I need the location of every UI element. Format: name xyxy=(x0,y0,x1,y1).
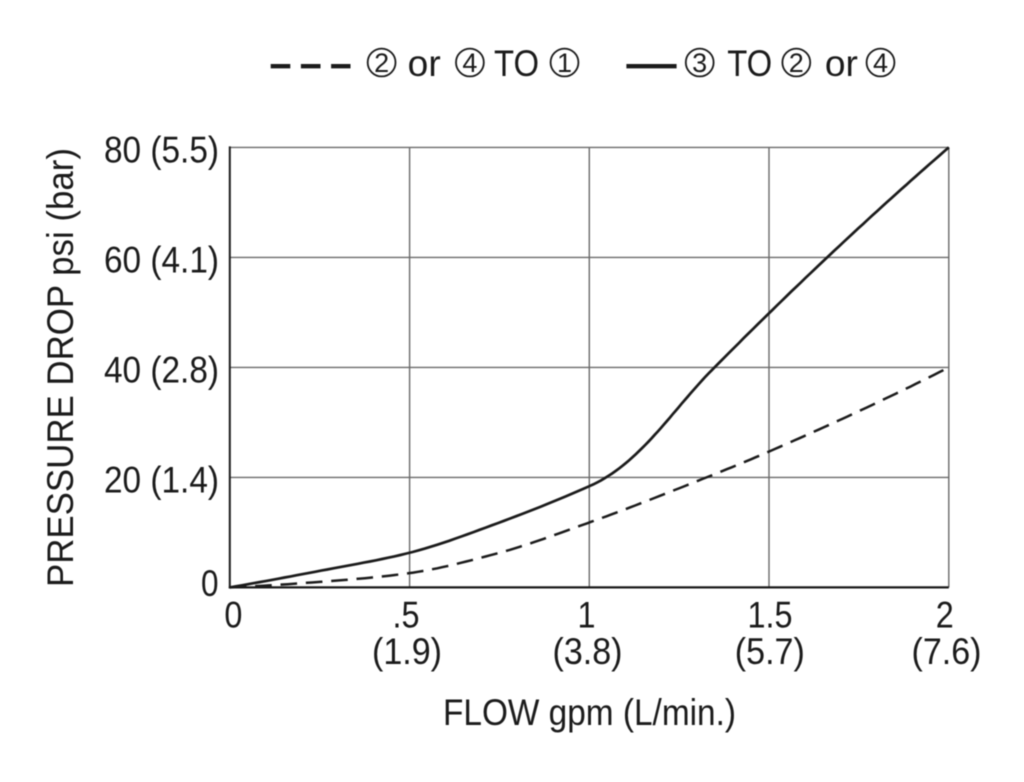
svg-text:or: or xyxy=(408,43,441,84)
svg-text:.5: .5 xyxy=(393,595,420,636)
svg-text:PRESSURE DROP psi (bar): PRESSURE DROP psi (bar) xyxy=(40,148,81,587)
svg-text:2: 2 xyxy=(936,595,954,636)
svg-text:2: 2 xyxy=(789,48,804,78)
svg-text:(1.9): (1.9) xyxy=(372,631,442,672)
svg-text:80 (5.5): 80 (5.5) xyxy=(104,129,219,170)
svg-text:40 (2.8): 40 (2.8) xyxy=(104,349,219,390)
svg-text:TO: TO xyxy=(494,43,539,84)
svg-text:1.5: 1.5 xyxy=(748,595,793,636)
svg-text:0: 0 xyxy=(224,595,242,636)
svg-text:4: 4 xyxy=(873,48,888,78)
svg-text:TO: TO xyxy=(727,43,772,84)
svg-text:(7.6): (7.6) xyxy=(912,631,982,672)
svg-text:60 (4.1): 60 (4.1) xyxy=(104,239,219,280)
svg-text:3: 3 xyxy=(692,48,707,78)
svg-text:FLOW gpm (L/min.): FLOW gpm (L/min.) xyxy=(443,692,736,733)
svg-text:20 (1.4): 20 (1.4) xyxy=(104,459,219,500)
svg-text:or: or xyxy=(825,43,858,84)
svg-text:1: 1 xyxy=(578,595,596,636)
svg-text:(3.8): (3.8) xyxy=(553,631,623,672)
svg-text:1: 1 xyxy=(557,48,572,78)
svg-text:0: 0 xyxy=(201,563,219,604)
svg-text:(5.7): (5.7) xyxy=(735,631,805,672)
svg-text:4: 4 xyxy=(462,48,477,78)
svg-text:2: 2 xyxy=(374,48,389,78)
